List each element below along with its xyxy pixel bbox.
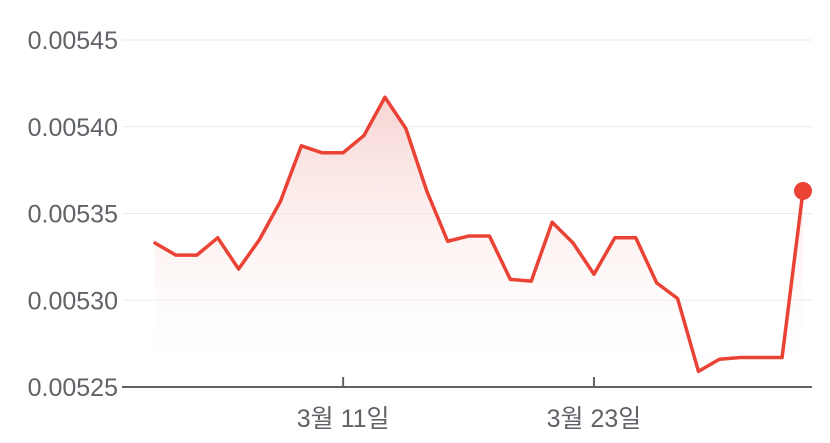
data-point	[257, 237, 262, 242]
current-value-dot[interactable]	[794, 181, 812, 200]
data-point	[571, 240, 576, 245]
area-shape	[155, 97, 803, 372]
data-point	[173, 253, 178, 258]
y-tick-label: 0.00545	[28, 27, 118, 55]
data-point	[424, 188, 429, 193]
data-point	[633, 235, 638, 240]
series-path	[153, 95, 805, 374]
data-point	[508, 277, 513, 282]
data-point	[341, 150, 346, 155]
data-point	[487, 234, 492, 239]
x-tick-label: 3월 11일	[297, 405, 390, 433]
x-axis	[122, 377, 812, 388]
data-point	[153, 240, 158, 245]
data-point	[529, 279, 534, 284]
data-point	[738, 355, 743, 360]
data-point	[717, 357, 722, 362]
data-point	[215, 235, 220, 240]
data-point	[654, 280, 659, 285]
area-fill	[155, 97, 803, 372]
data-point	[320, 150, 325, 155]
data-point	[362, 133, 367, 138]
data-point	[445, 239, 450, 244]
data-point	[299, 143, 304, 148]
data-point	[591, 272, 596, 277]
data-point	[612, 235, 617, 240]
data-points	[153, 95, 812, 374]
data-point	[382, 95, 387, 100]
y-tick-label: 0.00525	[28, 374, 118, 402]
data-point	[236, 267, 241, 272]
y-tick-label: 0.00535	[28, 201, 118, 229]
data-point	[194, 253, 199, 258]
y-tick-labels: 0.00545 0.00540 0.00535 0.00530 0.00525	[28, 27, 118, 402]
data-point	[780, 355, 785, 360]
data-point	[675, 296, 680, 301]
data-point	[466, 234, 471, 239]
series-line	[153, 95, 805, 374]
y-tick-label: 0.00540	[28, 114, 118, 142]
data-point	[403, 126, 408, 131]
x-tick-labels: 3월 11일 3월 23일	[297, 405, 642, 433]
x-tick-label: 3월 23일	[547, 405, 642, 433]
data-point	[696, 369, 701, 374]
y-tick-label: 0.00530	[28, 287, 118, 315]
data-point	[550, 220, 555, 225]
data-point	[278, 199, 283, 204]
data-point	[759, 355, 764, 360]
